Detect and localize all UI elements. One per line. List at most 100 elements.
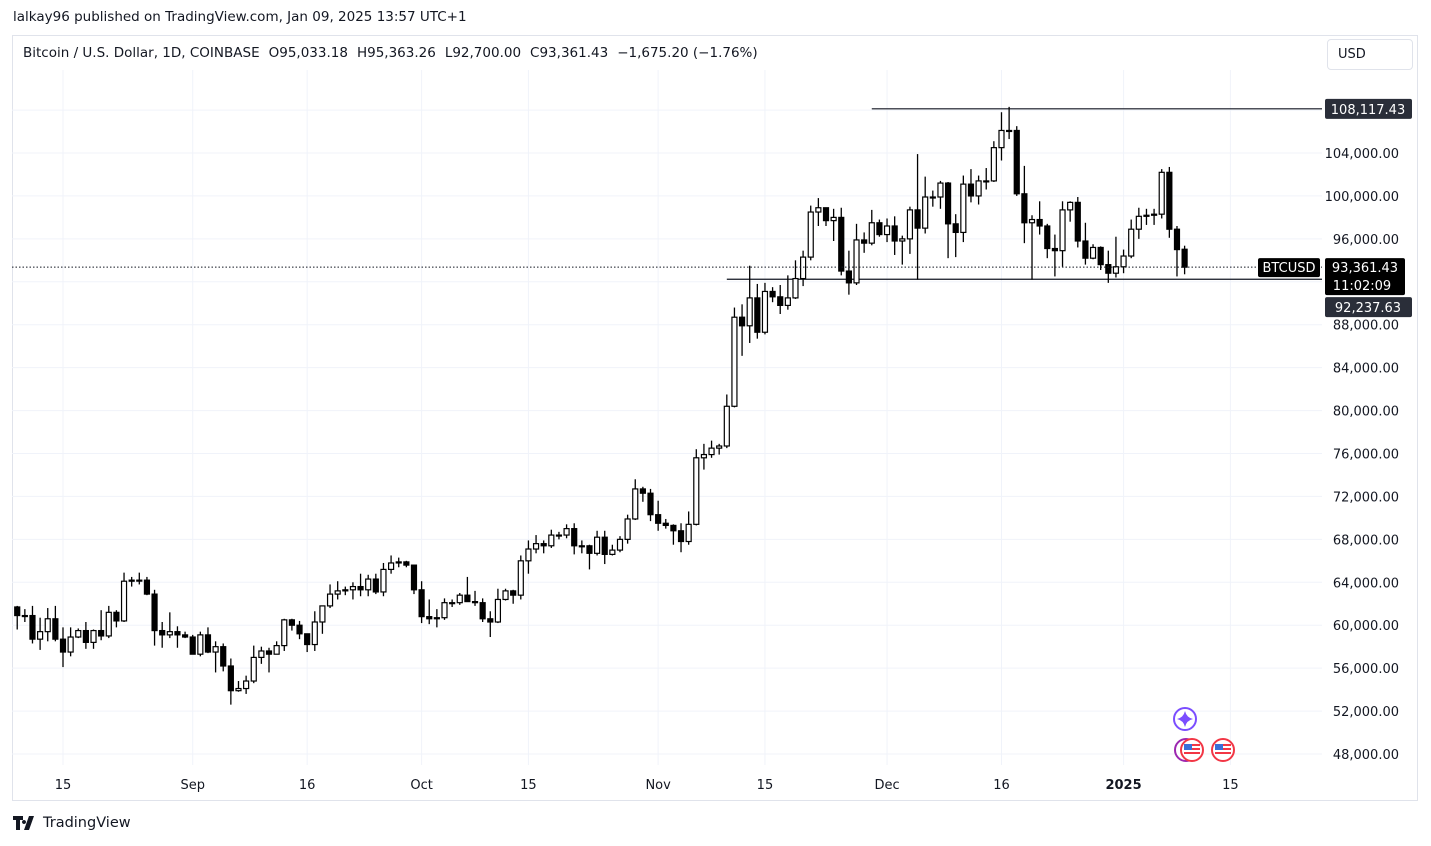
candle [746,265,753,343]
candle-body-up [922,196,929,229]
price-tick-label: 100,000.00 [1325,190,1399,205]
candle-body-down [876,222,883,236]
candle [868,209,875,246]
candle [288,618,295,631]
candle [212,641,219,673]
candle-body-up [243,680,250,690]
candle [464,576,471,603]
candle [197,631,204,657]
candle [265,647,273,673]
candle [1150,208,1158,225]
ohlc-open: O95,033.18 [268,45,348,61]
candle [723,394,730,449]
candle [1166,166,1173,238]
currency-button[interactable]: USD [1327,39,1413,70]
time-tick-label: 2025 [1105,778,1141,793]
candle [380,562,387,597]
last-price-label: 93,361.43 [1332,261,1398,276]
candle-body-up [517,560,524,596]
candle-body-up [166,631,173,636]
candle-body-down [372,578,379,593]
candle-body-up [494,598,502,623]
candle [693,449,700,526]
candle-body-down [410,564,418,591]
candle [14,605,21,630]
candle [532,535,540,554]
candle-body-up [800,256,807,280]
candle-body-down [82,629,89,643]
candle [120,572,128,622]
candle [548,529,555,548]
candle-body-up [433,617,440,620]
candle-body-up [723,405,730,447]
candle-body-up [380,568,387,593]
footer-brand-text: TradingView [43,815,131,831]
level-price-label: 92,237.63 [1335,301,1401,316]
candle-body-down [403,561,410,566]
candle [1089,244,1097,260]
candle-body-down [1097,246,1104,266]
candle-body-up [1006,129,1013,133]
candle-body-down [655,514,662,524]
time-axis: 15 Sep 16 Oct 15 Nov 15 Dec 16 2025 15 [55,778,1239,793]
candle [883,218,891,243]
us-flag-event-icon[interactable] [1174,738,1204,762]
candle [990,141,997,182]
candle [1128,219,1135,259]
price-tick-label: 104,000.00 [1325,147,1399,162]
candle-body-up [365,578,372,591]
candle-body-up [128,579,135,582]
candle [655,500,662,531]
candle-body-up [830,216,837,222]
candle-body-up [998,129,1005,149]
candle [487,611,494,638]
candle-body-up [868,222,875,244]
candle-body-down [914,209,921,229]
candle-body-up [395,561,402,564]
sparkle-event-icon[interactable] [1173,707,1197,731]
candle-body-up [548,534,555,547]
bar-countdown: 11:02:09 [1333,279,1391,294]
candle [700,443,708,470]
candle [1143,208,1150,225]
candle [899,235,906,265]
candle-body-down [14,606,21,617]
candle [861,232,868,253]
candle [578,540,585,554]
candle-body-up [75,629,82,638]
candle-body-down [540,543,547,547]
candle [571,523,578,555]
candle-body-up [273,645,280,655]
candle-body-down [1105,264,1112,274]
candle [1181,245,1188,275]
candle-body-up [235,687,242,692]
candle [204,627,212,654]
candle-body-up [1067,201,1074,211]
candle-body-up [311,621,318,646]
candle-body-up [120,580,128,622]
price-tick-label: 88,000.00 [1333,319,1399,334]
candle-body-up [525,548,532,562]
candle [1059,201,1066,267]
candle [845,250,852,295]
candle [75,628,82,639]
candle-body-up [853,239,860,284]
candle [174,626,181,648]
price-axis: 48,000.00 52,000.00 56,000.00 60,000.00 64,0… [1325,147,1399,763]
candle [136,572,143,585]
candle-body-up [281,619,288,647]
us-flag-event-icon[interactable] [1211,738,1235,762]
candle [1112,236,1120,278]
candle-body-up [90,629,97,643]
time-tick-label: 16 [993,778,1010,793]
time-tick-label: 15 [520,778,537,793]
candle [334,581,341,600]
ohlc-high: H95,363.26 [356,45,436,61]
candle [273,641,280,655]
last-price-label-bg [1325,258,1405,296]
candle-body-down [838,216,845,272]
candle [410,564,418,595]
candle-body-down [822,207,830,222]
time-tick-label: Nov [645,778,671,793]
